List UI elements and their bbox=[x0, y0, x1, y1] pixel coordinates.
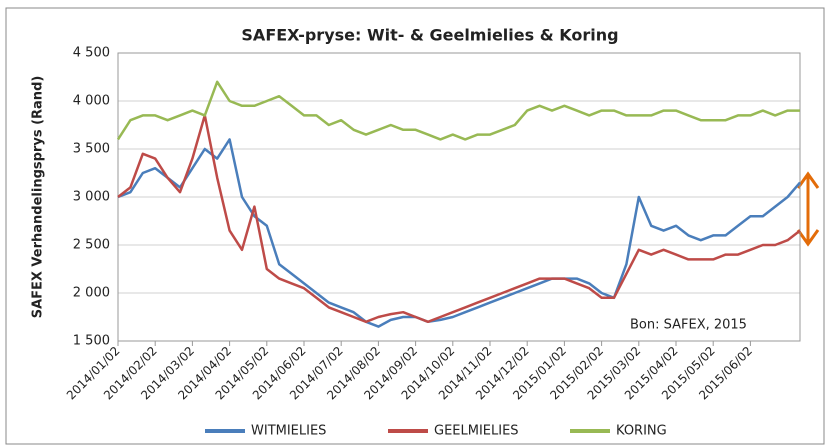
y-tick-label: 2 000 bbox=[73, 286, 110, 301]
y-tick-label: 3 000 bbox=[73, 190, 110, 205]
annotation: Bon: SAFEX, 2015 bbox=[630, 318, 747, 333]
y-axis-label: SAFEX Verhandelingsprys (Rand) bbox=[31, 76, 46, 319]
series-line bbox=[117, 138, 801, 328]
legend-label: KORING bbox=[616, 424, 667, 439]
legend-label: GEELMIELIES bbox=[434, 424, 519, 439]
chart-frame bbox=[5, 7, 825, 445]
legend-label: WITMIELIES bbox=[251, 424, 326, 439]
y-tick-label: 3 500 bbox=[73, 142, 110, 157]
arrow bbox=[796, 171, 820, 247]
series-line bbox=[117, 114, 801, 324]
y-tick-label: 4 000 bbox=[73, 94, 110, 109]
y-tick-label: 1 500 bbox=[73, 334, 110, 349]
chart-title: SAFEX-pryse: Wit- & Geelmielies & Koring bbox=[241, 26, 618, 45]
y-tick-label: 4 500 bbox=[73, 46, 110, 61]
series-line bbox=[116, 80, 800, 141]
y-tick-label: 2 500 bbox=[73, 238, 110, 253]
